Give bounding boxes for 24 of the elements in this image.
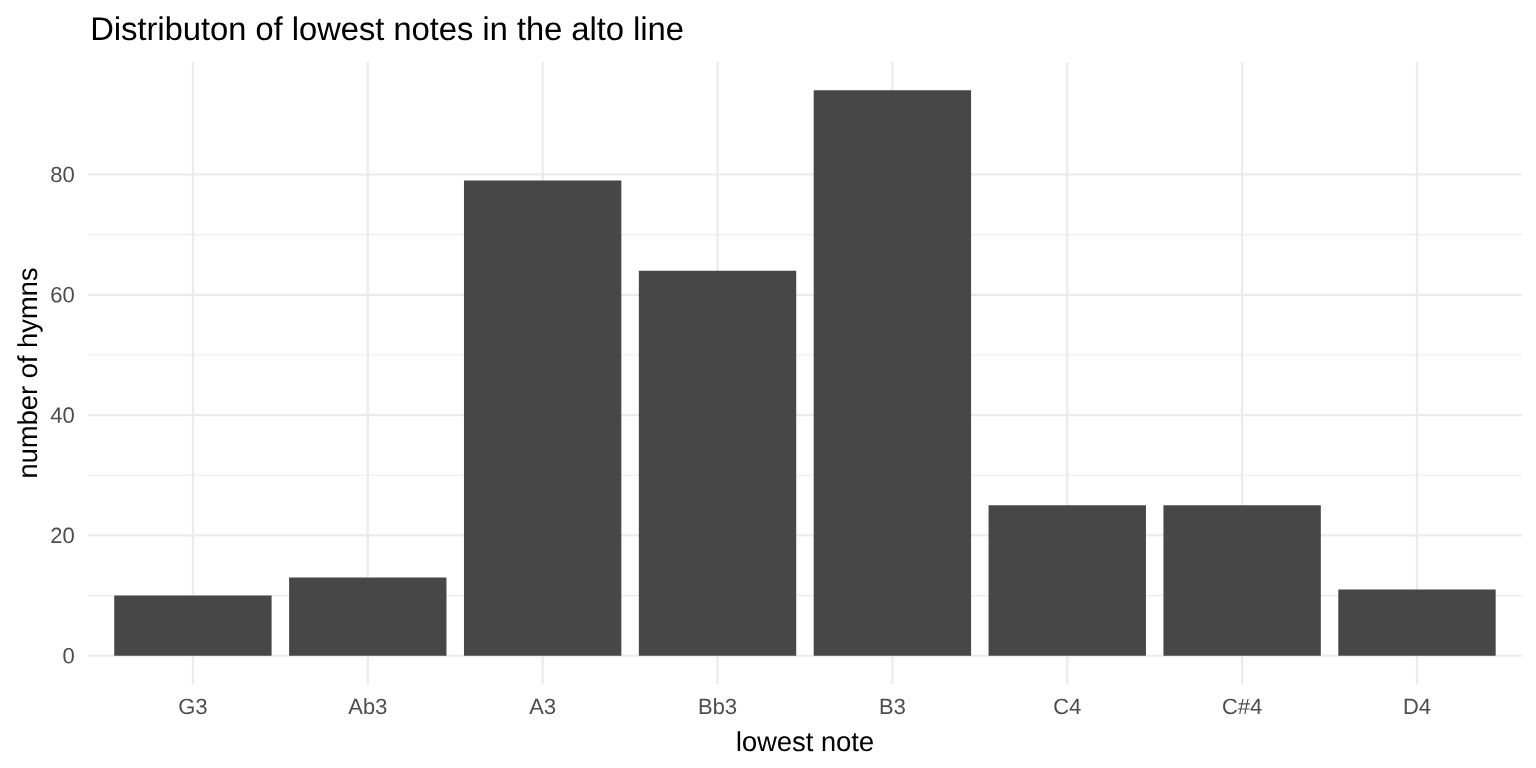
x-tick-label: B3 [880, 698, 905, 715]
x-tick-label: G3 [179, 698, 207, 715]
y-tick-label: 0 [63, 647, 74, 664]
x-tick-label: C#4 [1223, 698, 1262, 715]
bar [289, 577, 447, 656]
chart-title: Distributon of lowest notes in the alto line [92, 16, 683, 41]
y-tick-label: 40 [50, 407, 74, 423]
x-axis-title: lowest note [737, 731, 873, 752]
y-axis-title: number of hymns [17, 268, 43, 477]
bar [114, 595, 272, 656]
bar [988, 505, 1146, 656]
bar [638, 270, 797, 656]
x-tick-label: D4 [1404, 698, 1431, 714]
x-tick-label: C4 [1054, 698, 1081, 715]
y-tick-label: 60 [51, 287, 74, 303]
bar [813, 90, 972, 656]
bar [1163, 505, 1321, 656]
x-tick-label: Ab3 [348, 698, 387, 715]
y-tick-label: 20 [51, 527, 74, 544]
bar [463, 180, 622, 656]
y-tick-label: 80 [51, 166, 74, 183]
x-tick-label: A3 [529, 698, 556, 715]
bar [1338, 589, 1496, 656]
x-tick-label: Bb3 [699, 698, 737, 715]
